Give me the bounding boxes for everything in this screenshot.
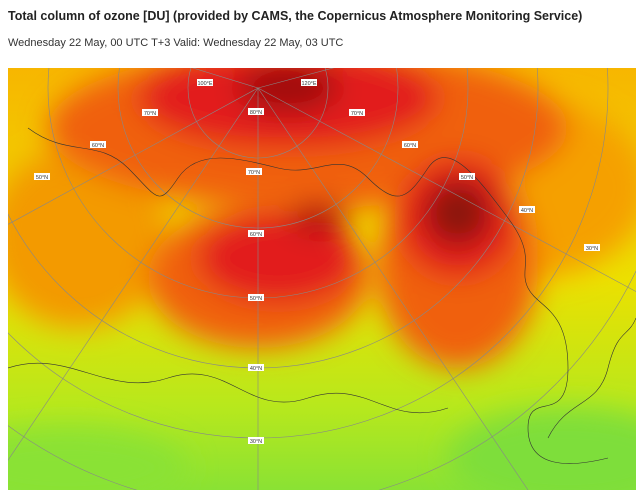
field: 100°E 120°E 80°N 70°N 70°N 60°N 60°N 70°N 50°N 50… <box>8 68 636 490</box>
title: Total column of ozone [DU] (provided by … <box>8 9 583 23</box>
label-box <box>197 79 213 86</box>
subtitle: Wednesday 22 May, 00 UTC T+3 Valid: Wedn… <box>8 37 344 49</box>
ozone-map: 100°E 120°E 80°N 70°N 70°N 60°N 60°N 70°N 50°N 50… <box>8 68 636 490</box>
grid-label: 30°N <box>250 439 262 445</box>
label-box <box>349 109 365 116</box>
label-box <box>584 244 600 251</box>
grid-label: 40°N <box>521 208 533 214</box>
grid-label: 50°N <box>36 175 48 181</box>
grid-label: 50°N <box>250 296 262 302</box>
grid-label: 100°E <box>197 81 212 87</box>
label-box <box>301 79 317 86</box>
grid-label: 60°N <box>250 232 262 238</box>
label-box <box>402 141 418 148</box>
label-box <box>248 364 264 371</box>
label-box <box>459 173 475 180</box>
label-box <box>246 168 262 175</box>
grid-label: 60°N <box>404 143 416 149</box>
label-box <box>90 141 106 148</box>
coastlines <box>8 127 636 464</box>
grid-label: 60°N <box>92 143 104 149</box>
grid-label: 70°N <box>351 111 363 117</box>
label-box <box>34 173 50 180</box>
grid-label: 80°N <box>250 110 262 116</box>
grid-label: 40°N <box>250 366 262 372</box>
label-box <box>248 294 264 301</box>
grid-labels: 100°E 120°E 80°N 70°N 70°N 60°N 60°N 70°N 50°N 50… <box>34 79 600 445</box>
grid-label: 120°E <box>301 81 316 87</box>
grid-label: 50°N <box>461 175 473 181</box>
label-box <box>142 109 158 116</box>
grid-label: 30°N <box>586 246 598 252</box>
label-box <box>248 230 264 237</box>
label-box <box>248 437 264 444</box>
grid-label: 70°N <box>144 111 156 117</box>
label-box <box>519 206 535 213</box>
grid-label: 70°N <box>248 170 260 176</box>
label-box <box>248 108 264 115</box>
